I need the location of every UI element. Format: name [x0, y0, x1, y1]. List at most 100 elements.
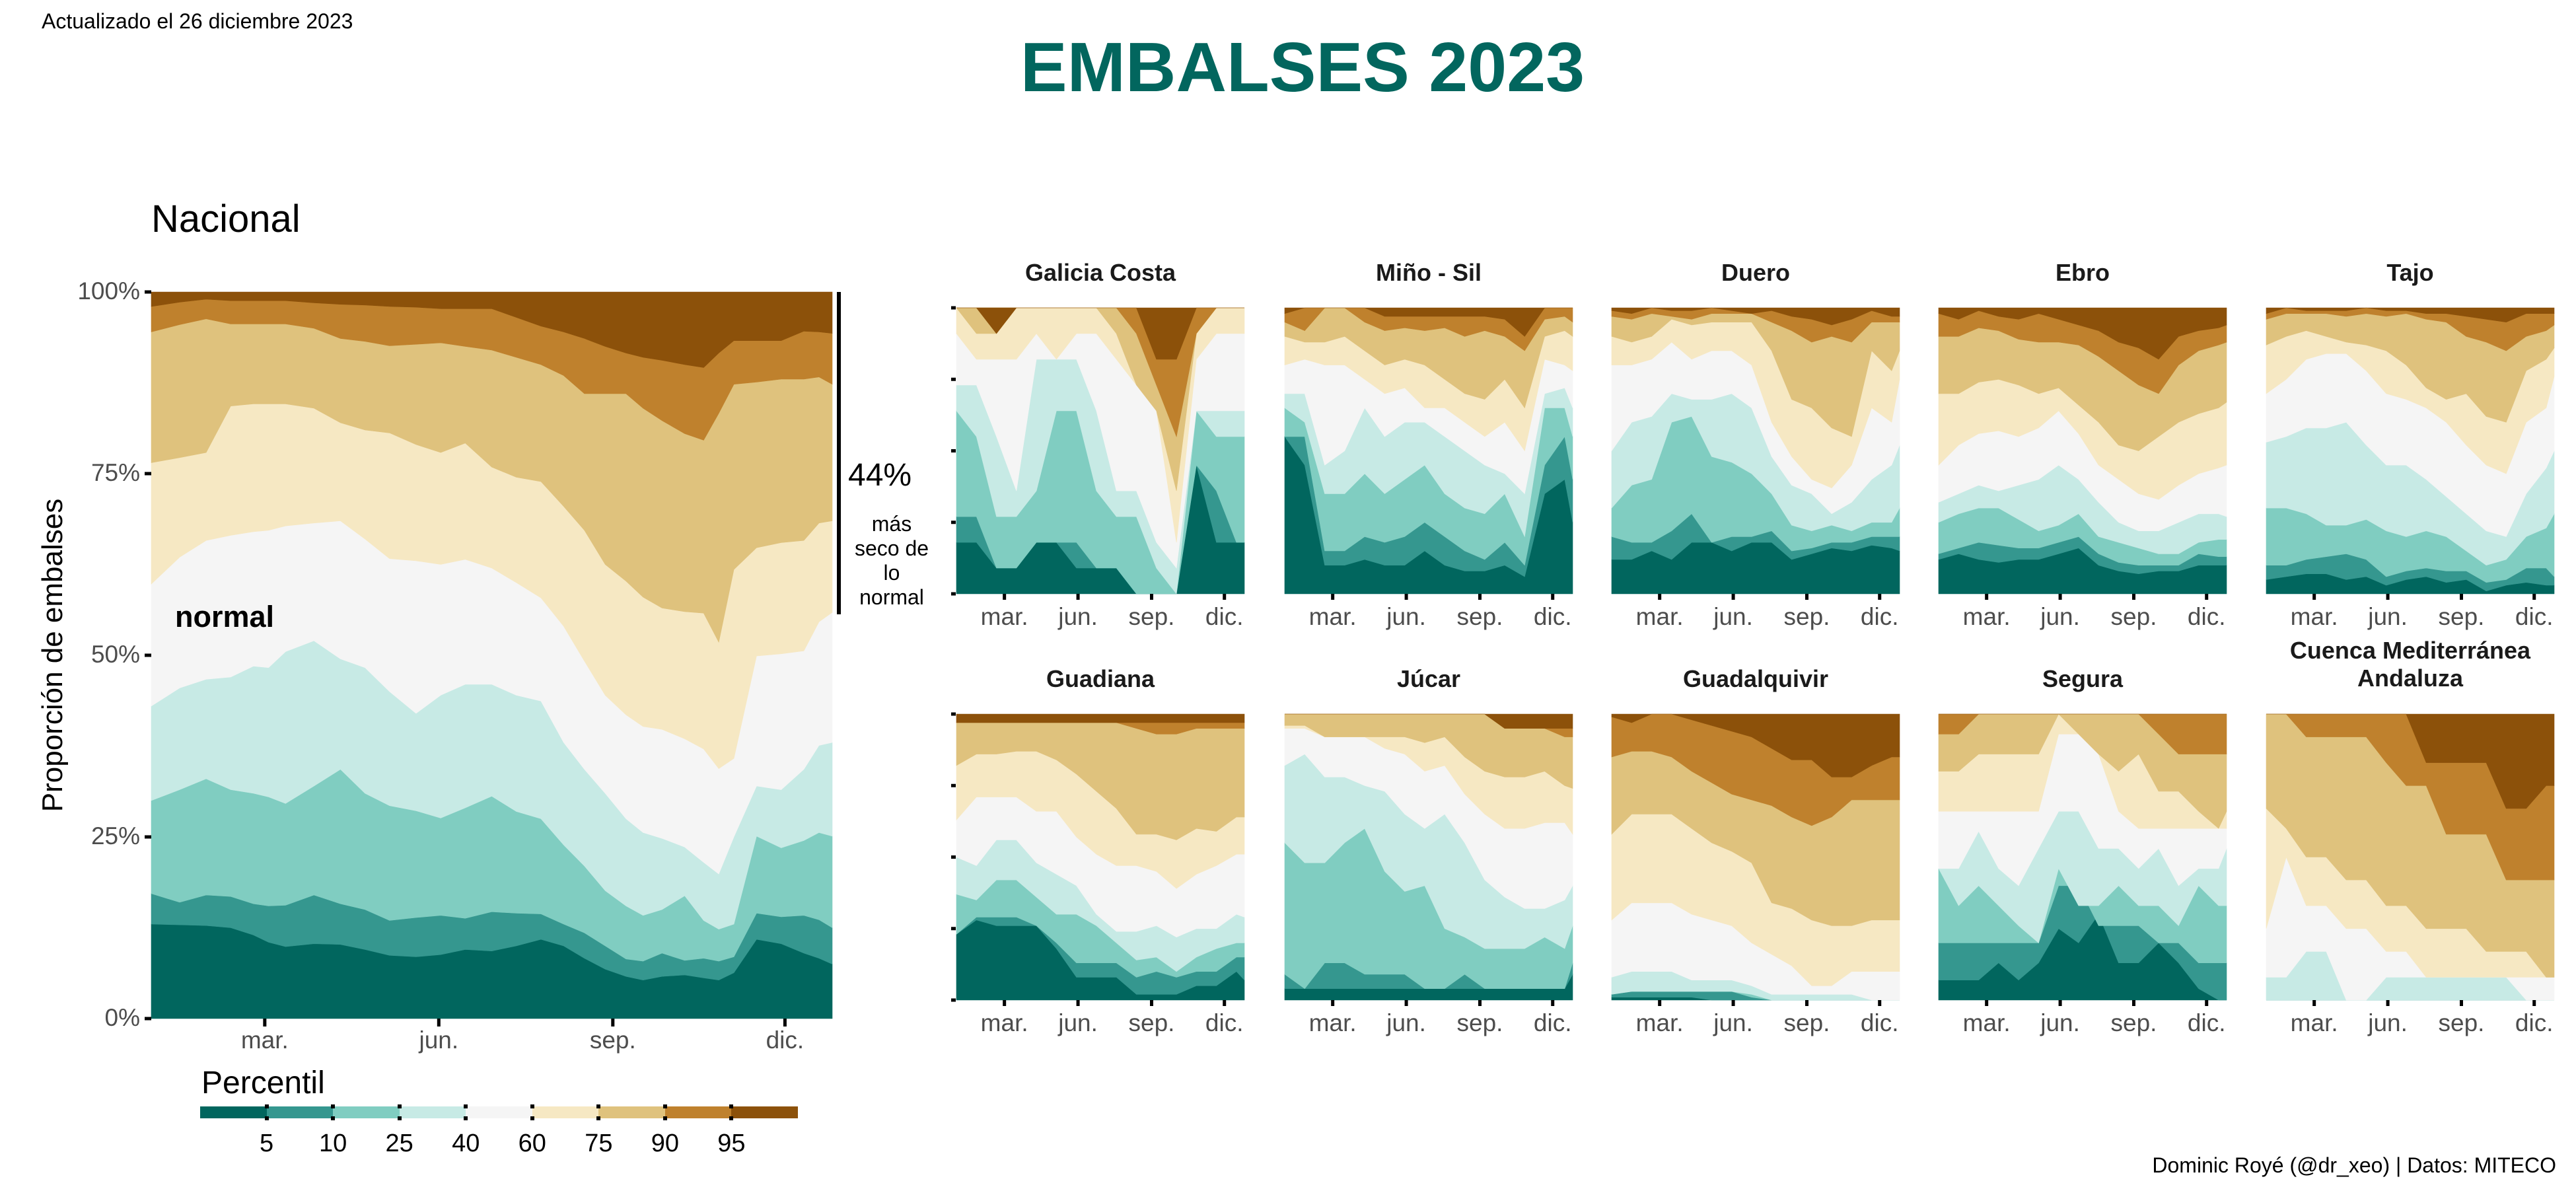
legend-swatch [598, 1106, 666, 1118]
panel-2 [1284, 307, 1573, 600]
legend-swatch [532, 1106, 599, 1118]
x-tick-label: sep. [2110, 1009, 2157, 1036]
x-tick-label: dic. [2515, 1009, 2554, 1036]
panel-title: Galicia Costa [1024, 259, 1176, 286]
x-tick-label: mar. [1635, 603, 1684, 630]
area-layer-8 [2266, 307, 2555, 323]
x-tick-label: sep. [2438, 603, 2485, 630]
legend-tick [397, 1104, 402, 1120]
y-tick-label: 25% [90, 822, 140, 849]
legend-label: 95 [717, 1130, 746, 1157]
x-tick-label: mar. [1962, 1009, 2011, 1036]
x-tick-label: mar. [2290, 603, 2338, 630]
legend-label: 90 [651, 1130, 680, 1157]
legend-swatch [333, 1106, 400, 1118]
panel-title: Andaluza [2357, 665, 2463, 692]
area-layer-8 [1938, 307, 2227, 360]
legend-tick [530, 1104, 534, 1120]
x-tick-label: jun. [419, 1027, 459, 1054]
x-tick-label: dic. [1205, 1009, 1244, 1036]
x-tick-label: mar. [1635, 1009, 1684, 1036]
legend-swatch [466, 1106, 533, 1118]
y-tick-label: 75% [90, 459, 140, 486]
panel-5 [2266, 307, 2555, 600]
normal-annotation: normal [175, 600, 275, 633]
x-tick-label: dic. [2515, 603, 2554, 630]
legend-swatch [399, 1106, 466, 1118]
x-tick-label: dic. [2187, 603, 2226, 630]
panel-title: Segura [2042, 665, 2124, 692]
page-title: EMBALSES 2023 [1020, 28, 1585, 106]
dry-range-bracket [837, 292, 841, 614]
x-tick-label: dic. [766, 1027, 805, 1054]
dry-percentage: 44% [848, 458, 912, 493]
area-layer-8 [1285, 713, 1573, 729]
panel-title: Duero [1721, 259, 1790, 286]
x-tick-label: dic. [1533, 603, 1572, 630]
y-tick-label: 0% [104, 1004, 140, 1031]
legend-title: Percentil [201, 1065, 325, 1100]
panel-6 [956, 713, 1245, 1006]
y-tick-label: 50% [90, 641, 140, 668]
x-tick-label: sep. [1456, 1009, 1503, 1036]
x-tick-label: jun. [2368, 1009, 2408, 1036]
panel-title: Tajo [2386, 259, 2434, 286]
x-tick-label: jun. [1058, 603, 1098, 630]
x-tick-label: sep. [1456, 603, 1503, 630]
x-tick-label: jun. [2040, 603, 2080, 630]
legend-tick [729, 1104, 734, 1120]
y-tick-label: 100% [77, 277, 140, 305]
dry-annotation-text: más seco de lo normal [854, 512, 929, 609]
x-tick-label: sep. [1128, 1009, 1175, 1036]
area-layer-8 [1284, 307, 1573, 337]
x-tick-label: dic. [2187, 1009, 2226, 1036]
legend-label: 10 [318, 1130, 347, 1157]
panel-1 [956, 307, 1245, 600]
area-layer-8 [2266, 713, 2555, 809]
x-tick-label: mar. [1308, 1009, 1357, 1036]
x-tick-label: mar. [980, 1009, 1028, 1036]
x-tick-label: jun. [1058, 1009, 1098, 1036]
panel-title: Guadalquivir [1682, 665, 1829, 692]
panel-7 [1284, 713, 1573, 1006]
x-tick-label: sep. [1783, 603, 1830, 630]
legend-label: 75 [585, 1130, 613, 1157]
panel-title: Júcar [1396, 665, 1461, 692]
panel-title: Miño - Sil [1376, 259, 1482, 286]
legend-tick [331, 1104, 336, 1120]
legend-swatch [200, 1106, 268, 1118]
x-tick-label: sep. [2438, 1009, 2485, 1036]
legend-label: 25 [385, 1130, 413, 1157]
x-tick-label: dic. [1860, 1009, 1899, 1036]
x-tick-label: sep. [1783, 1009, 1830, 1036]
legend-tick [464, 1104, 468, 1120]
legend-swatch [266, 1106, 334, 1118]
panel-title: Cuenca Mediterránea [2289, 637, 2531, 664]
x-tick-label: jun. [1386, 1009, 1426, 1036]
panel-0 [151, 291, 833, 1027]
area-layer-8 [1611, 713, 1900, 777]
panel-9 [1938, 713, 2227, 1006]
area-layer-8 [1611, 307, 1900, 326]
x-tick-label: jun. [2040, 1009, 2080, 1036]
legend-swatch [664, 1106, 732, 1118]
national-chart-title: Nacional [151, 198, 301, 240]
x-tick-label: sep. [589, 1027, 636, 1054]
x-tick-label: sep. [2110, 603, 2157, 630]
legend-label: 5 [259, 1130, 274, 1157]
x-tick-label: jun. [1713, 1009, 1753, 1036]
legend-swatch [731, 1106, 799, 1118]
x-tick-label: jun. [1386, 603, 1426, 630]
panel-10 [2266, 713, 2555, 1006]
x-tick-label: mar. [240, 1027, 289, 1054]
panel-4 [1938, 307, 2227, 600]
panel-8 [1611, 713, 1900, 1006]
x-tick-label: mar. [2290, 1009, 2338, 1036]
panel-3 [1611, 307, 1900, 600]
x-tick-label: dic. [1533, 1009, 1572, 1036]
panel-title: Ebro [2055, 259, 2110, 286]
legend-tick [264, 1104, 269, 1120]
x-tick-label: mar. [1308, 603, 1357, 630]
legend-label: 60 [518, 1130, 546, 1157]
